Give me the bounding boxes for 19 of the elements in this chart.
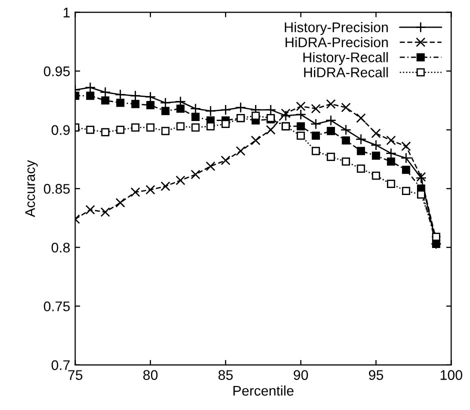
x-tick-label: 100 bbox=[440, 370, 462, 380]
y-tick-label: 0.95 bbox=[44, 66, 70, 76]
legend-label: History-Recall bbox=[303, 52, 388, 66]
y-axis-title: Accuracy bbox=[25, 160, 38, 218]
x-tick-label: 90 bbox=[294, 370, 308, 380]
legend-label: HiDRA-Recall bbox=[304, 67, 388, 78]
legend-label: History-Precision bbox=[284, 22, 388, 35]
x-tick-label: 80 bbox=[143, 370, 158, 380]
y-tick-label: 0.75 bbox=[44, 301, 70, 312]
x-tick-label: 85 bbox=[218, 370, 233, 380]
y-tick-label: 0.8 bbox=[52, 242, 70, 253]
y-tick-label: 0.9 bbox=[52, 125, 70, 136]
legend-label: HiDRA-Precision bbox=[286, 37, 388, 48]
y-tick-label: 0.85 bbox=[44, 184, 70, 194]
y-tick-label: 0.7 bbox=[52, 360, 70, 370]
x-axis-title: Percentile bbox=[233, 385, 294, 396]
x-tick-label: 75 bbox=[68, 370, 82, 380]
y-tick-label: 1 bbox=[64, 8, 70, 18]
x-tick-label: 95 bbox=[368, 370, 384, 380]
